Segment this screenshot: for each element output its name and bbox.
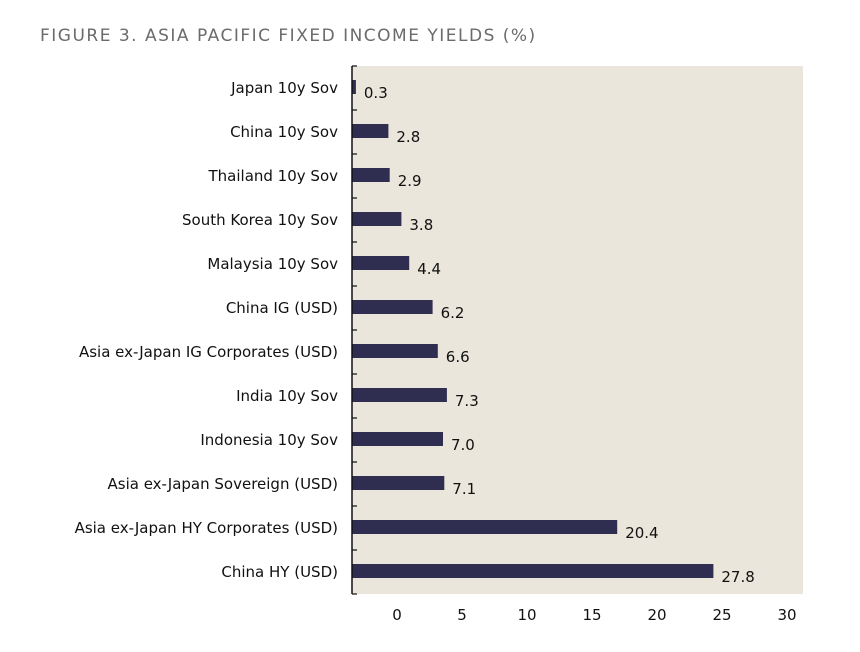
value-label: 4.4 xyxy=(417,260,441,278)
value-label: 3.8 xyxy=(409,216,433,234)
value-label: 7.1 xyxy=(452,480,476,498)
category-label: Japan 10y Sov xyxy=(230,79,338,97)
bar xyxy=(352,344,438,358)
value-label: 6.2 xyxy=(441,304,465,322)
bars-group xyxy=(352,80,714,578)
x-tick-label: 5 xyxy=(457,606,467,624)
category-label: China 10y Sov xyxy=(230,123,338,141)
x-tick-label: 15 xyxy=(582,606,601,624)
category-label: Malaysia 10y Sov xyxy=(207,255,338,273)
x-tick-label: 30 xyxy=(777,606,796,624)
value-label: 2.9 xyxy=(398,172,422,190)
bar xyxy=(352,432,443,446)
value-label: 0.3 xyxy=(364,84,388,102)
category-label: India 10y Sov xyxy=(236,387,338,405)
bar xyxy=(352,80,356,94)
x-tick-label: 20 xyxy=(647,606,666,624)
bar xyxy=(352,476,445,490)
category-label: Asia ex-Japan Sovereign (USD) xyxy=(108,475,339,493)
bar xyxy=(352,256,410,270)
value-label: 6.6 xyxy=(446,348,470,366)
x-tick-label: 25 xyxy=(712,606,731,624)
y-ticks-group xyxy=(352,65,357,595)
value-label: 2.8 xyxy=(396,128,420,146)
category-label: Thailand 10y Sov xyxy=(208,167,339,185)
x-tick-label: 10 xyxy=(517,606,536,624)
bar xyxy=(352,212,402,226)
bar xyxy=(352,300,433,314)
bar xyxy=(352,388,447,402)
bar xyxy=(352,124,389,138)
category-label: Asia ex-Japan HY Corporates (USD) xyxy=(75,519,338,537)
x-ticks-group: 0 5 10 15 20 25 30 xyxy=(392,606,796,624)
category-label: Asia ex-Japan IG Corporates (USD) xyxy=(79,343,338,361)
value-label: 7.3 xyxy=(455,392,479,410)
x-tick-label: 0 xyxy=(392,606,402,624)
plot-background xyxy=(352,66,803,594)
category-label: South Korea 10y Sov xyxy=(182,211,338,229)
category-label: China IG (USD) xyxy=(226,299,338,317)
value-label: 20.4 xyxy=(625,524,658,542)
bar xyxy=(352,564,714,578)
category-label: China HY (USD) xyxy=(221,563,338,581)
value-label: 7.0 xyxy=(451,436,475,454)
chart-title: FIGURE 3. ASIA PACIFIC FIXED INCOME YIEL… xyxy=(40,26,537,46)
bar xyxy=(352,520,618,534)
bar xyxy=(352,168,390,182)
category-label: Indonesia 10y Sov xyxy=(200,431,338,449)
labels-group: Japan 10y Sov 0.3 China 10y Sov 2.8 Thailand… xyxy=(75,79,755,586)
value-label: 27.8 xyxy=(721,568,754,586)
